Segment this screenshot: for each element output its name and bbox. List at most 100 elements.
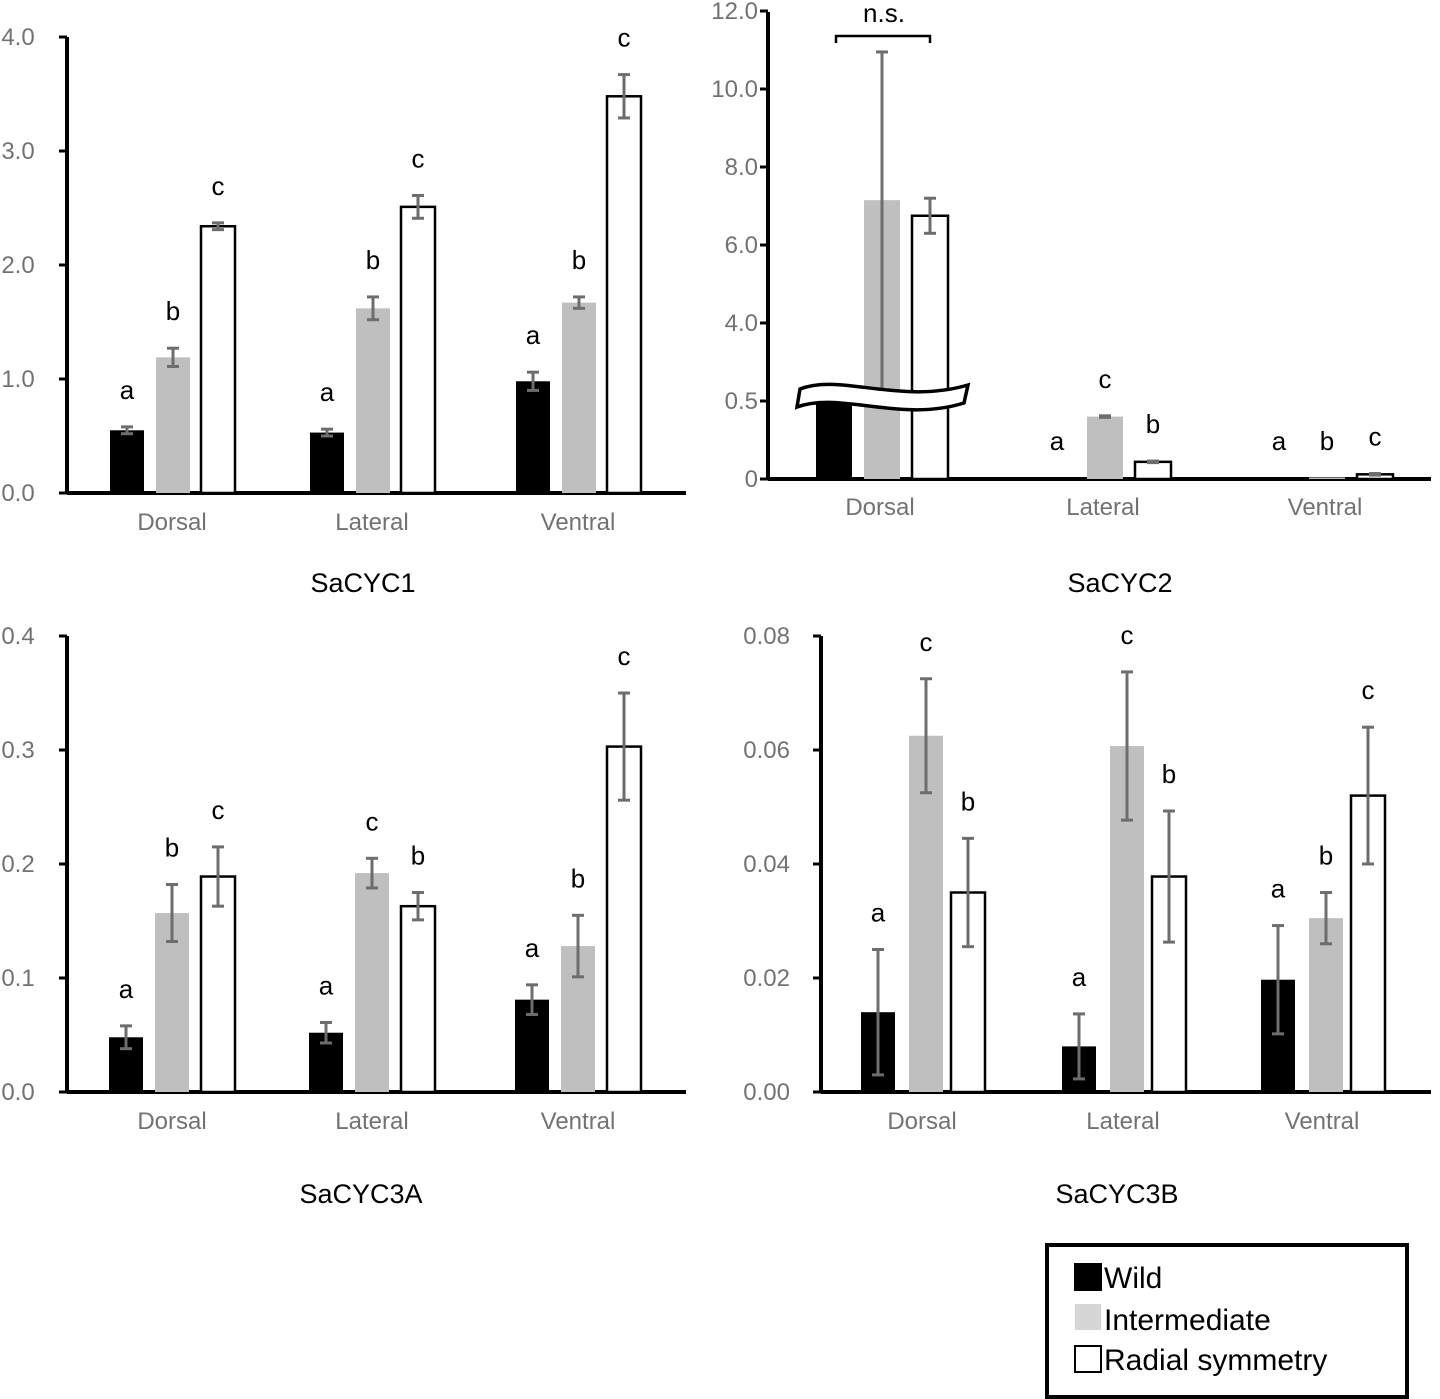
legend-swatch-wild bbox=[1074, 1263, 1102, 1291]
chart-sacyc3a: 0.0 0.1 0.2 0.3 0.4 a a a b c b c b c Dorsal Lateral Ven… bbox=[1, 623, 686, 1209]
significance-label: a bbox=[120, 375, 135, 405]
significance-label: a bbox=[1271, 874, 1286, 904]
legend-frame bbox=[1045, 1243, 1409, 1399]
chart-title: SaCYC3B bbox=[1055, 1179, 1178, 1209]
significance-label: b bbox=[1320, 426, 1334, 456]
bar-radial bbox=[910, 214, 950, 481]
y-tick-label: 0.08 bbox=[743, 623, 790, 650]
y-tick-label: 1.0 bbox=[1, 366, 34, 393]
significance-label: a bbox=[1272, 426, 1287, 456]
bar-wild bbox=[1261, 477, 1297, 479]
x-category-label: Ventral bbox=[1285, 1108, 1360, 1135]
x-category-label: Dorsal bbox=[137, 1108, 206, 1135]
significance-label: b bbox=[165, 833, 179, 863]
bar-intermediate bbox=[909, 735, 943, 1092]
bar-intermediate bbox=[1309, 477, 1345, 479]
y-tick-label: 0.0 bbox=[1, 480, 34, 507]
significance-label: b bbox=[572, 245, 586, 275]
ns-bracket bbox=[834, 34, 932, 43]
significance-label: c bbox=[366, 806, 379, 836]
bar-radial bbox=[199, 224, 237, 495]
significance-label: c bbox=[412, 143, 425, 173]
bar-intermediate bbox=[156, 357, 190, 493]
chart-sacyc1: 0.0 1.0 2.0 3.0 4.0 a a a b b b c c c Dorsal Lateral Ven… bbox=[1, 23, 686, 598]
x-category-label: Dorsal bbox=[887, 1108, 956, 1135]
x-category-label: Lateral bbox=[1086, 1108, 1159, 1135]
significance-label: b bbox=[961, 786, 975, 816]
y-tick-label: 3.0 bbox=[1, 138, 34, 165]
axis-break-mark bbox=[794, 382, 971, 412]
y-tick-label: 0.06 bbox=[743, 737, 790, 764]
significance-label: b bbox=[571, 863, 585, 893]
y-tick-label: 0.1 bbox=[1, 965, 34, 992]
bar-intermediate bbox=[562, 302, 596, 493]
y-tick-label: 12.0 bbox=[711, 0, 758, 25]
y-tick-label: 6.0 bbox=[725, 232, 758, 259]
significance-label: c bbox=[212, 171, 225, 201]
bar-radial bbox=[199, 875, 237, 1094]
legend-swatch-intermediate bbox=[1075, 1304, 1101, 1330]
y-tick-label: 10.0 bbox=[711, 76, 758, 103]
legend-label-wild: Wild bbox=[1104, 1262, 1162, 1295]
x-category-label: Dorsal bbox=[137, 509, 206, 536]
x-category-label: Lateral bbox=[1066, 494, 1139, 521]
x-category-label: Ventral bbox=[541, 1108, 616, 1135]
significance-label: a bbox=[1050, 426, 1065, 456]
x-category-label: Ventral bbox=[1288, 494, 1363, 521]
y-tick-label: 4.0 bbox=[725, 310, 758, 337]
bar-radial bbox=[1133, 460, 1173, 481]
significance-label: a bbox=[525, 933, 540, 963]
bar-wild bbox=[110, 430, 144, 493]
y-tick-label: 0.04 bbox=[743, 851, 790, 878]
x-category-label: Lateral bbox=[335, 1108, 408, 1135]
bar-wild bbox=[310, 432, 344, 493]
bar-radial bbox=[399, 205, 437, 495]
chart-title: SaCYC3A bbox=[299, 1179, 422, 1209]
bar-wild bbox=[516, 381, 550, 493]
significance-label: c bbox=[618, 641, 631, 671]
significance-label: b bbox=[366, 245, 380, 275]
y-tick-label: 2.0 bbox=[1, 252, 34, 279]
significance-label: c bbox=[1362, 675, 1375, 705]
significance-label: c bbox=[1369, 422, 1382, 452]
y-tick-label: 0.02 bbox=[743, 965, 790, 992]
legend-swatch-radial bbox=[1074, 1345, 1102, 1373]
y-tick-label: 0.5 bbox=[725, 388, 758, 415]
y-tick-label: 0 bbox=[745, 466, 758, 493]
y-tick-label: 4.0 bbox=[1, 24, 34, 51]
y-tick-label: 0.4 bbox=[1, 623, 34, 650]
significance-label: a bbox=[871, 898, 886, 928]
significance-label: c bbox=[1099, 364, 1112, 394]
ns-annotation: n.s. bbox=[863, 0, 905, 28]
significance-label: a bbox=[526, 320, 541, 350]
significance-label: a bbox=[320, 377, 335, 407]
y-tick-label: 8.0 bbox=[725, 154, 758, 181]
significance-label: b bbox=[1162, 759, 1176, 789]
significance-label: b bbox=[1319, 841, 1333, 871]
chart-sacyc3b: 0.00 0.02 0.04 0.06 0.08 a a a c c b b b c Dorsal Later… bbox=[743, 620, 1431, 1209]
significance-label: c bbox=[920, 627, 933, 657]
bar-wild bbox=[816, 401, 852, 479]
x-category-label: Ventral bbox=[541, 509, 616, 536]
y-tick-label: 0.3 bbox=[1, 737, 34, 764]
chart-sacyc2: 0 0.5 4.0 6.0 8.0 10.0 12.0 a a c b b c Dorsal Lateral… bbox=[711, 0, 1431, 598]
significance-label: a bbox=[319, 970, 334, 1000]
significance-label: c bbox=[1121, 620, 1134, 650]
y-tick-label: 0.00 bbox=[743, 1079, 790, 1106]
legend-label-intermediate: Intermediate bbox=[1104, 1304, 1271, 1337]
legend: Wild Intermediate Radial symmetry bbox=[1045, 1243, 1409, 1399]
significance-label: b bbox=[166, 296, 180, 326]
chart-title: SaCYC2 bbox=[1067, 568, 1172, 598]
bar-intermediate bbox=[1087, 416, 1123, 479]
significance-label: c bbox=[212, 795, 225, 825]
significance-label: c bbox=[618, 23, 631, 53]
bar-intermediate bbox=[355, 873, 389, 1092]
significance-label: a bbox=[119, 974, 134, 1004]
significance-label: b bbox=[411, 841, 425, 871]
bar-intermediate bbox=[356, 308, 390, 493]
significance-label: a bbox=[1072, 962, 1087, 992]
bar-radial bbox=[605, 745, 643, 1094]
y-tick-label: 0.0 bbox=[1, 1079, 34, 1106]
chart-title: SaCYC1 bbox=[310, 568, 415, 598]
